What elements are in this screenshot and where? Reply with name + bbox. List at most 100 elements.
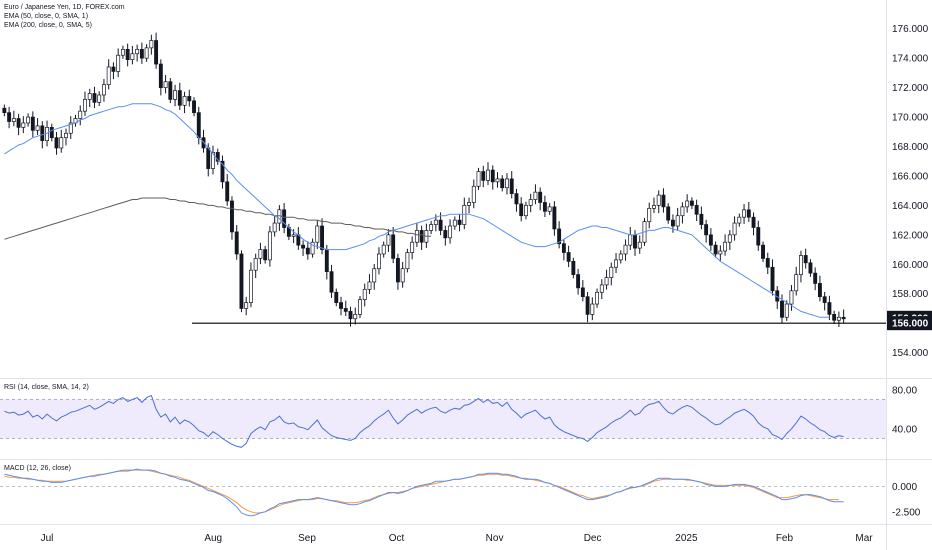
rsi-panel[interactable]: [0, 394, 886, 448]
candle-body: [813, 272, 818, 284]
candle-body: [87, 93, 92, 100]
candle-body: [500, 178, 505, 189]
candle-body: [163, 81, 168, 88]
price-tick-label: 160.000: [892, 260, 929, 271]
candle-body: [343, 308, 348, 312]
price-panel[interactable]: [2, 32, 886, 328]
candle-body: [177, 90, 182, 106]
time-tick-label: Oct: [389, 533, 405, 544]
candle-body: [765, 258, 770, 268]
candle-body: [2, 107, 7, 113]
candle-body: [452, 219, 457, 227]
candle-body: [324, 249, 329, 273]
price-tick-label: 164.000: [892, 201, 929, 212]
candle-body: [54, 137, 59, 149]
macd-tick-label: -2.500: [892, 507, 921, 518]
support-level-label: 156.000: [892, 319, 929, 330]
candle-body: [718, 250, 723, 255]
candle-body: [566, 252, 571, 262]
candle-body: [239, 253, 244, 309]
candle-body: [561, 243, 566, 253]
candle-body: [467, 202, 471, 206]
candle-body: [519, 203, 524, 217]
candle-body: [523, 205, 528, 217]
support-level-badge: [887, 316, 932, 331]
candle-body: [742, 209, 747, 218]
candle-body: [206, 147, 211, 169]
candle-body: [196, 112, 201, 139]
candle-body: [770, 266, 775, 292]
candle-body: [675, 215, 680, 227]
candle-body: [310, 241, 315, 255]
price-axis[interactable]: 176.000 174.000 172.000 170.000 168.000 166.0…: [887, 24, 932, 518]
candle-body: [756, 227, 761, 246]
candle-body: [106, 66, 111, 86]
macd-legend: MACD (12, 26, close): [4, 465, 71, 472]
candle-body: [495, 178, 500, 183]
rsi-band: [0, 399, 886, 439]
candle-body: [836, 316, 841, 321]
candle-body: [372, 268, 377, 283]
candle-body: [751, 216, 756, 228]
time-tick-label: Aug: [204, 533, 222, 544]
candle-body: [571, 261, 576, 275]
candle-body: [557, 228, 562, 245]
candle-body: [689, 200, 694, 206]
candle-body: [182, 96, 187, 106]
candle-body: [49, 127, 54, 139]
time-tick-label: Feb: [776, 533, 794, 544]
candle-body: [329, 271, 334, 293]
candle-body: [267, 231, 272, 261]
candle-body: [334, 291, 339, 303]
candle-body: [528, 199, 533, 206]
candle-body: [101, 84, 106, 96]
candle-body: [414, 230, 419, 243]
candle-body: [7, 112, 12, 122]
macd-panel[interactable]: [0, 468, 886, 517]
candle-body: [576, 274, 581, 289]
candle-body: [490, 169, 495, 183]
candle-body: [685, 200, 690, 208]
candle-body: [135, 48, 140, 55]
candle-body: [92, 93, 97, 103]
candle-body: [732, 222, 737, 236]
candle-body: [291, 234, 296, 237]
candle-body: [410, 241, 415, 253]
rsi-tick-label: 40.00: [892, 424, 917, 435]
candle-body: [784, 303, 789, 318]
price-tick-label: 172.000: [892, 83, 929, 94]
candle-body: [139, 48, 144, 59]
candle-body: [713, 244, 718, 255]
time-axis[interactable]: Jul Aug Sep Oct Nov Dec 2025 Feb Mar: [41, 533, 874, 544]
candle-body: [362, 288, 367, 300]
time-tick-label: Nov: [486, 533, 504, 544]
candle-body: [263, 249, 268, 261]
candle-body: [83, 99, 87, 112]
candle-body: [514, 193, 519, 205]
candle-body: [78, 110, 83, 119]
candle-body: [761, 244, 765, 259]
candle-body: [225, 181, 230, 202]
candle-body: [21, 122, 26, 128]
candle-body: [339, 302, 343, 309]
price-tick-label: 154.000: [892, 348, 929, 359]
candle-body: [215, 152, 220, 162]
candle-body: [443, 230, 448, 239]
candle-body: [116, 54, 121, 72]
candle-body: [623, 244, 628, 255]
time-tick-label: Sep: [298, 533, 316, 544]
candle-body: [604, 277, 609, 286]
candle-body: [670, 219, 675, 227]
candle-body: [542, 202, 547, 212]
candle-body: [637, 241, 642, 249]
candle-body: [405, 252, 410, 270]
candle-body: [533, 191, 538, 200]
candle-body: [661, 194, 666, 208]
candle-body: [125, 48, 130, 60]
candle-body: [400, 268, 405, 283]
candle-body: [666, 206, 671, 221]
candle-body: [552, 206, 557, 230]
candle-body: [780, 300, 784, 318]
candle-body: [723, 241, 728, 252]
